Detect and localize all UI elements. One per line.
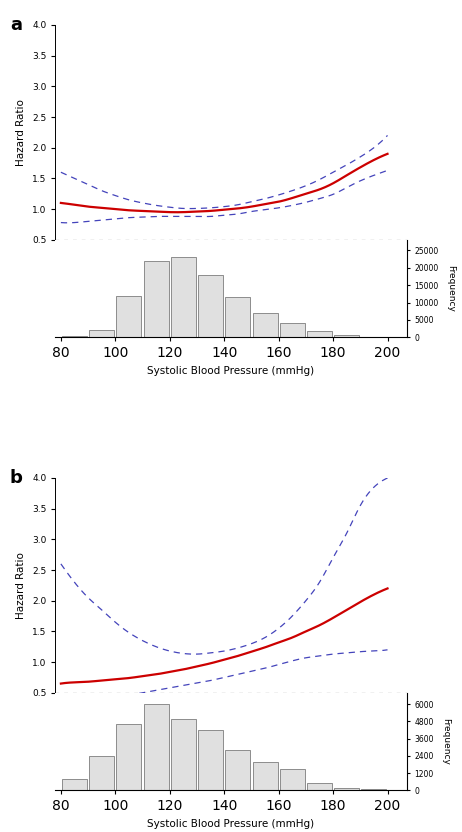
Bar [89,330,114,338]
Bar [280,323,305,338]
Bar [280,769,305,790]
Bar [334,788,359,790]
Bar [307,783,332,790]
Bar [89,756,114,790]
Bar [334,335,359,338]
Bar [253,761,278,790]
Bar [62,779,87,790]
Bar [144,704,169,790]
Bar [171,257,196,338]
X-axis label: Systolic Blood Pressure (mmHg): Systolic Blood Pressure (mmHg) [147,366,315,376]
Y-axis label: Hazard Ratio: Hazard Ratio [17,552,26,619]
Bar [198,275,223,338]
Bar [171,719,196,790]
X-axis label: Systolic Blood Pressure (mmHg): Systolic Blood Pressure (mmHg) [147,819,315,829]
Bar [198,730,223,790]
Y-axis label: Frequency: Frequency [441,718,450,765]
Y-axis label: Frequency: Frequency [446,265,455,312]
Bar [225,750,250,790]
Bar [361,789,386,790]
Bar [253,313,278,338]
Bar [62,336,87,338]
Bar [116,725,141,790]
Text: a: a [10,17,22,34]
Bar [225,297,250,338]
Text: b: b [10,469,23,488]
Y-axis label: Hazard Ratio: Hazard Ratio [17,99,26,166]
Bar [144,260,169,338]
Bar [116,295,141,338]
Bar [307,331,332,338]
